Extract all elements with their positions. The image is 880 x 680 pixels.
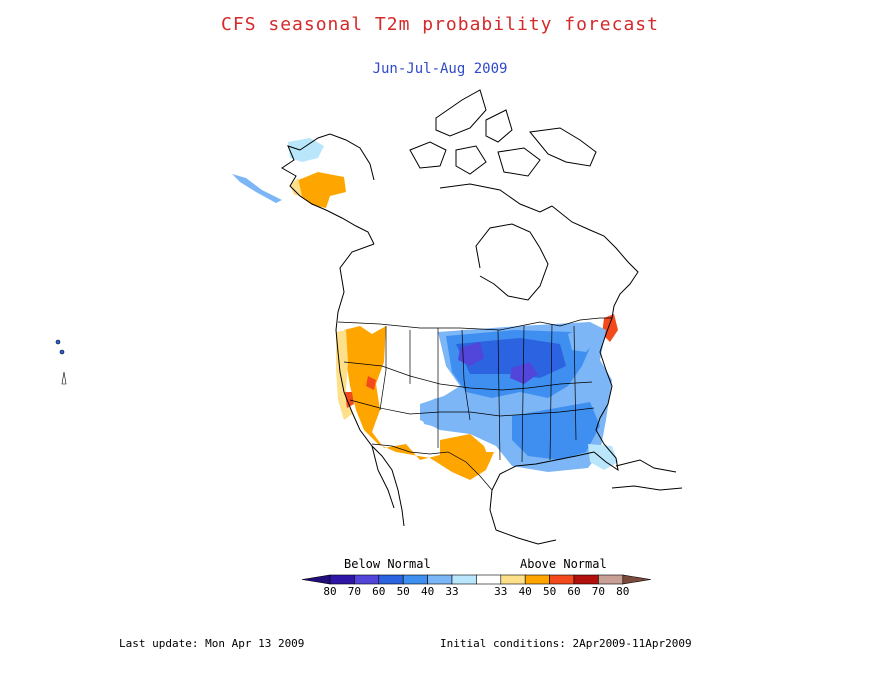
color-bar-tick-label: 33 xyxy=(445,585,459,598)
color-bar-tick-label: 40 xyxy=(420,585,435,598)
color-bar-swatch xyxy=(500,574,526,585)
color-bar-tick-label: 40 xyxy=(518,585,532,598)
color-bar-tick-label: 50 xyxy=(396,585,410,598)
last-update: Last update: Mon Apr 13 2009 xyxy=(119,637,305,650)
alaska-above-40 xyxy=(290,178,302,196)
forecast-map xyxy=(55,89,683,545)
color-bar-swatch xyxy=(451,574,477,585)
color-bar-tick-label: 70 xyxy=(347,585,362,598)
color-bar-tick-label: 60 xyxy=(567,585,581,598)
color-bar-swatch xyxy=(402,574,428,585)
legend-below-label: Below Normal xyxy=(344,557,431,571)
color-bar-end-above xyxy=(622,574,651,585)
gulf-below-33 xyxy=(588,444,618,470)
coastlines xyxy=(281,89,683,545)
canada-east-below xyxy=(568,324,600,352)
color-bar-swatch xyxy=(549,574,575,585)
map-title: CFS seasonal T2m probability forecast xyxy=(221,14,659,35)
color-bar-swatch xyxy=(573,574,599,585)
east-below-70-b xyxy=(510,362,538,384)
color-bar-swatch xyxy=(598,574,624,585)
probability-shading xyxy=(232,138,618,480)
color-bar-swatch xyxy=(354,574,380,585)
west-above-normal xyxy=(344,326,494,480)
alaska-coast-below xyxy=(232,174,282,203)
color-bar-swatch xyxy=(329,574,355,585)
texas-above-normal xyxy=(440,434,490,474)
west-hot-spot-1 xyxy=(345,392,354,408)
initial-conditions: Initial conditions: 2Apr2009-11Apr2009 xyxy=(440,637,692,650)
color-bar-tick-label: 70 xyxy=(591,585,606,598)
color-bar xyxy=(301,574,651,585)
legend-above-label: Above Normal xyxy=(520,557,607,571)
color-bar-swatch xyxy=(378,574,404,585)
west-hot-spot-2 xyxy=(366,376,376,390)
color-bar-tick-label: 80 xyxy=(323,585,337,598)
plains-below-40 xyxy=(420,398,446,428)
color-bar-tick-label: 60 xyxy=(372,585,386,598)
color-bar-tick-label: 80 xyxy=(616,585,630,598)
southeast-below-50 xyxy=(512,402,600,460)
east-below-70-a xyxy=(458,342,484,366)
color-bar-swatch xyxy=(524,574,550,585)
alaska-above-normal xyxy=(296,172,346,208)
map-subtitle: Jun-Jul-Aug 2009 xyxy=(372,61,508,77)
color-bar-tick-label: 50 xyxy=(542,585,557,598)
color-bar-tick-label: 33 xyxy=(494,585,508,598)
hawaii xyxy=(55,339,67,385)
color-bar-swatch xyxy=(476,574,502,585)
color-bar-swatch xyxy=(427,574,453,585)
alaska-north-below xyxy=(288,138,324,162)
political-borders xyxy=(337,317,612,491)
west-above-40 xyxy=(336,330,352,420)
east-below-60 xyxy=(456,338,566,378)
color-bar-end-below xyxy=(301,574,331,585)
